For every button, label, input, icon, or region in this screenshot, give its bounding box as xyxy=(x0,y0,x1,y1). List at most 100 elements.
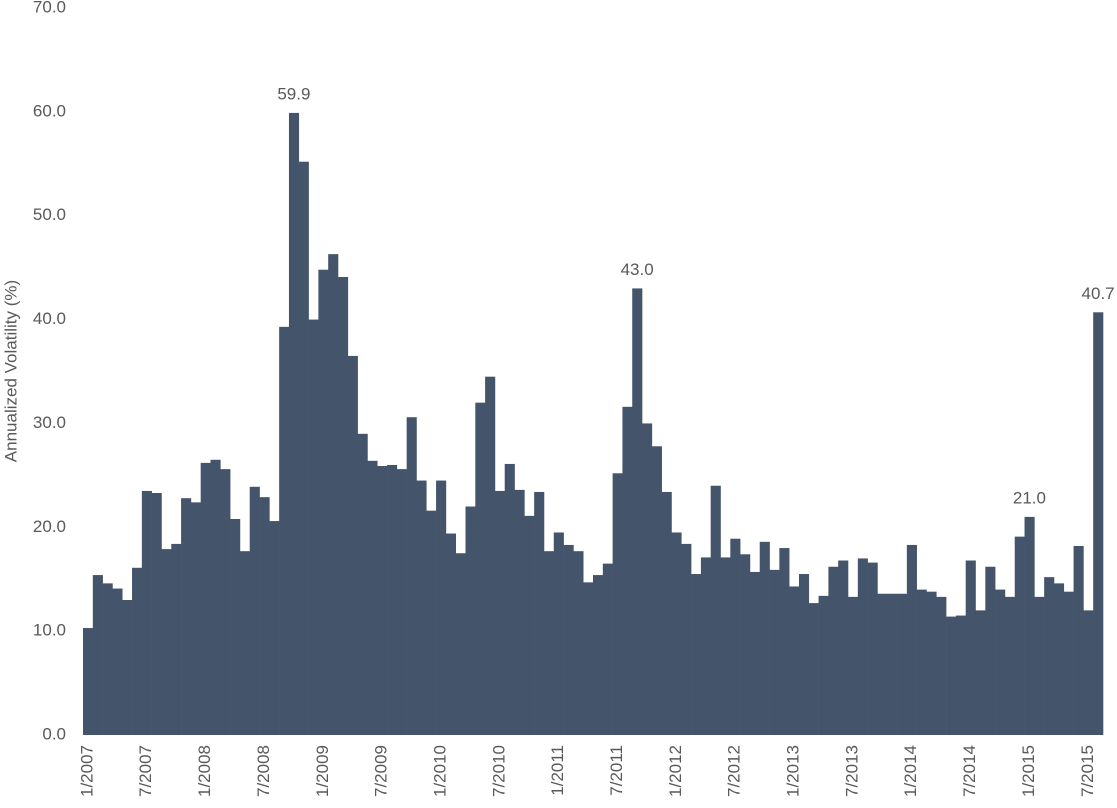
x-tick-label: 1/2009 xyxy=(313,745,332,797)
x-tick-label: 7/2015 xyxy=(1078,745,1097,797)
bar xyxy=(661,491,672,735)
bar xyxy=(514,489,525,735)
bar xyxy=(808,603,819,735)
bar xyxy=(671,532,682,735)
bar xyxy=(975,610,986,735)
bar xyxy=(475,402,486,735)
bar xyxy=(298,161,309,736)
bar xyxy=(936,596,947,735)
bar xyxy=(612,473,623,735)
bar xyxy=(494,490,506,735)
bar xyxy=(740,554,751,735)
bar xyxy=(367,460,378,735)
bar xyxy=(946,616,957,735)
bar xyxy=(141,490,152,735)
x-tick-label: 7/2011 xyxy=(607,745,626,796)
bar xyxy=(622,406,633,735)
bar xyxy=(416,480,427,735)
bar xyxy=(1083,610,1094,735)
bar xyxy=(848,596,859,735)
bar xyxy=(181,498,192,735)
bar xyxy=(769,569,780,735)
bar xyxy=(965,560,976,735)
x-tick-label: 7/2008 xyxy=(254,745,273,797)
bar xyxy=(681,543,692,735)
bar xyxy=(151,493,162,735)
bar xyxy=(857,558,868,735)
bar xyxy=(161,549,172,735)
x-tick-label: 1/2013 xyxy=(784,745,803,797)
bar xyxy=(1024,516,1035,735)
bar xyxy=(504,463,515,735)
bar xyxy=(396,469,407,735)
bar xyxy=(632,288,643,735)
x-tick-label: 7/2009 xyxy=(372,745,391,797)
bar xyxy=(543,551,555,735)
data-label: 43.0 xyxy=(621,260,654,279)
data-label: 21.0 xyxy=(1013,488,1046,507)
x-tick-label: 1/2012 xyxy=(666,745,685,797)
bar xyxy=(926,591,937,735)
bar xyxy=(465,506,476,735)
bar xyxy=(288,112,300,736)
bar xyxy=(710,485,721,735)
bar xyxy=(485,376,496,735)
bar xyxy=(759,541,770,735)
data-label: 40.7 xyxy=(1082,284,1115,303)
bar xyxy=(906,544,917,735)
y-tick-label: 10.0 xyxy=(33,621,66,640)
bar xyxy=(1093,312,1104,735)
x-tick-label: 7/2010 xyxy=(489,745,508,797)
bar xyxy=(426,510,437,735)
bar xyxy=(789,586,800,735)
bar xyxy=(338,276,349,735)
bar xyxy=(573,551,584,735)
y-tick-label: 40.0 xyxy=(33,309,66,328)
bar xyxy=(308,319,319,735)
bar xyxy=(534,491,545,735)
y-axis-label: Annualized Volatility (%) xyxy=(1,280,20,462)
bar xyxy=(357,433,368,735)
y-tick-label: 50.0 xyxy=(33,205,66,224)
bar xyxy=(249,486,260,735)
bar xyxy=(818,595,829,735)
bar xyxy=(877,593,888,735)
bar xyxy=(122,599,133,735)
bar xyxy=(867,562,878,735)
bar xyxy=(455,553,466,735)
bar xyxy=(691,574,702,735)
bar xyxy=(318,269,329,735)
bar xyxy=(553,532,564,735)
x-tick-label: 7/2014 xyxy=(960,745,979,797)
y-tick-label: 0.0 xyxy=(42,724,66,743)
x-tick-label: 1/2007 xyxy=(77,745,96,797)
x-tick-label: 7/2012 xyxy=(725,745,744,797)
bar xyxy=(387,464,398,735)
bar xyxy=(524,515,535,735)
bar xyxy=(436,480,447,735)
x-tick-label: 1/2011 xyxy=(548,745,567,796)
bar xyxy=(347,355,358,735)
bar xyxy=(897,593,908,735)
bar xyxy=(328,254,339,736)
bar xyxy=(583,582,594,735)
bar xyxy=(269,521,280,735)
bar xyxy=(200,462,211,735)
bar xyxy=(239,551,251,735)
bar xyxy=(102,583,113,735)
bar xyxy=(259,497,270,735)
bar xyxy=(377,466,388,735)
bar xyxy=(730,538,741,735)
bar xyxy=(1004,596,1016,735)
bar xyxy=(995,589,1006,735)
bar xyxy=(210,459,221,735)
bar xyxy=(700,557,711,735)
bar xyxy=(445,533,456,735)
y-tick-label: 20.0 xyxy=(33,517,66,536)
bar xyxy=(1053,583,1065,735)
bar xyxy=(985,566,996,735)
bar xyxy=(916,589,927,735)
bar xyxy=(1044,577,1055,735)
x-tick-label: 1/2014 xyxy=(901,745,920,797)
